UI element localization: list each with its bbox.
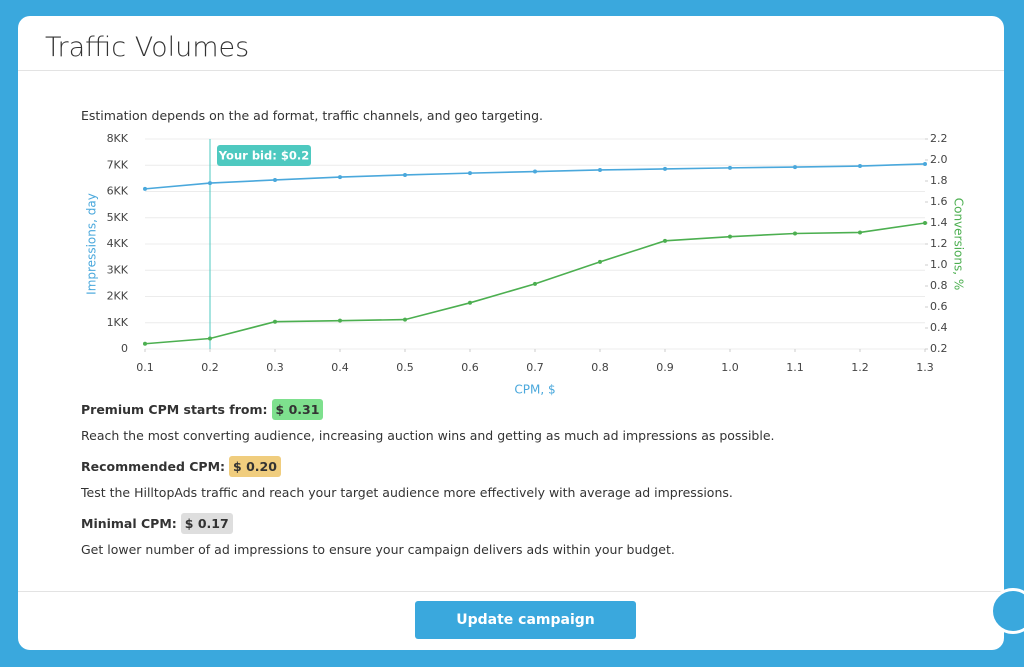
y2-tick-label: 0.8 [930, 279, 948, 292]
chat-button[interactable] [990, 588, 1024, 634]
series-point [663, 166, 667, 171]
tier-header: Premium CPM starts from: $ 0.31 [81, 399, 775, 420]
tier-label: Premium CPM starts from: [81, 402, 268, 417]
x-tick-label: 0.5 [396, 361, 414, 374]
x-axis-label: CPM, $ [514, 383, 555, 397]
tier-header: Recommended CPM: $ 0.20 [81, 456, 733, 477]
x-tick-label: 1.0 [721, 361, 739, 374]
y-tick-label: 4KK [107, 237, 129, 250]
tier-description: Get lower number of ad impressions to en… [81, 542, 675, 557]
series-point [533, 169, 537, 174]
y2-tick-label: 1.0 [930, 258, 948, 271]
x-tick-label: 1.3 [916, 361, 934, 374]
y2-tick-label: 1.6 [930, 195, 948, 208]
tier-description: Reach the most converting audience, incr… [81, 428, 775, 443]
y2-tick-label: 0.6 [930, 300, 948, 313]
series-point [338, 175, 342, 180]
price-badge: $ 0.31 [271, 399, 324, 420]
y-tick-label: 5KK [107, 211, 129, 224]
x-tick-label: 0.3 [266, 361, 284, 374]
series-point [663, 238, 667, 243]
tier-label: Minimal CPM: [81, 516, 177, 531]
tier: Recommended CPM: $ 0.20 Test the HilltopAd… [81, 456, 733, 500]
subtitle: Estimation depends on the ad format, tra… [81, 108, 543, 123]
y-tick-label: 1KK [107, 316, 129, 329]
series-point [403, 172, 407, 177]
series-point [208, 336, 212, 341]
bid-marker-box [217, 145, 311, 166]
series-point [793, 165, 797, 170]
x-tick-label: 0.8 [591, 361, 609, 374]
chart: 0 1KK 2KK 3KK 4KK 5KK 6KK 7KK 8KK 0.2 0.4 0.6 0.8 1.0… [85, 132, 966, 397]
y-tick-label: 2KK [107, 290, 129, 303]
divider [18, 591, 1004, 592]
y2-axis-label: Conversions, % [952, 198, 966, 291]
y2-tick-label: 1.4 [930, 216, 948, 229]
series-point [338, 318, 342, 323]
series-line [144, 163, 926, 190]
series-point [208, 181, 212, 186]
tier: Minimal CPM: $ 0.17 Get lower number of ad… [81, 513, 675, 557]
card: Traffic Volumes Estimation depends on th… [18, 16, 1004, 650]
y2-tick-label: 2.0 [930, 153, 948, 166]
series-point [598, 167, 602, 172]
tier-header: Minimal CPM: $ 0.17 [81, 513, 675, 534]
x-tick-label: 0.2 [201, 361, 219, 374]
y-axis-label: Impressions, day [85, 193, 99, 295]
title: Traffic Volumes [45, 32, 250, 63]
series-point [793, 231, 797, 236]
divider [18, 70, 1004, 71]
x-tick-label: 1.1 [786, 361, 804, 374]
series-point [468, 300, 472, 305]
update-button[interactable]: Update campaign [415, 601, 636, 639]
y2-tick-label: 1.8 [930, 174, 948, 187]
series-point [143, 341, 147, 346]
series-point [858, 164, 862, 169]
series-point [728, 234, 732, 239]
series-point [143, 186, 147, 191]
y2-tick-label: 0.2 [930, 342, 948, 355]
y2-tick-label: 2.2 [930, 132, 948, 145]
series-point [858, 230, 862, 235]
y-tick-label: 3KK [107, 263, 129, 276]
series-point [533, 281, 537, 286]
tier-description: Test the HilltopAds traffic and reach yo… [81, 485, 733, 500]
x-tick-label: 1.2 [851, 361, 869, 374]
x-tick-label: 0.7 [526, 361, 544, 374]
x-tick-label: 0.4 [331, 361, 349, 374]
y-tick-label: 6KK [107, 185, 129, 198]
series-point [403, 317, 407, 322]
x-tick-label: 0.1 [136, 361, 154, 374]
price-badge: $ 0.20 [229, 456, 281, 477]
series-point [273, 319, 277, 324]
y2-tick-label: 0.4 [930, 321, 948, 334]
series-point [923, 221, 927, 225]
x-tick-label: 0.6 [461, 361, 479, 374]
series-point [728, 165, 732, 170]
tier-label: Recommended CPM: [81, 459, 226, 474]
y-tick-label: 7KK [107, 158, 129, 171]
series-point [273, 177, 277, 182]
x-tick-label: 0.9 [656, 361, 674, 374]
bid-marker-label: Your bid: $0.2 [218, 149, 309, 163]
series-point [923, 161, 927, 166]
price-badge: $ 0.17 [180, 513, 233, 534]
series-point [468, 171, 472, 176]
series-point [598, 259, 602, 264]
tier: Premium CPM starts from: $ 0.31 Reach the … [81, 399, 775, 443]
y-tick-label: 8KK [107, 132, 129, 145]
y-tick-label: 0 [121, 342, 128, 355]
y2-tick-label: 1.2 [930, 237, 948, 250]
